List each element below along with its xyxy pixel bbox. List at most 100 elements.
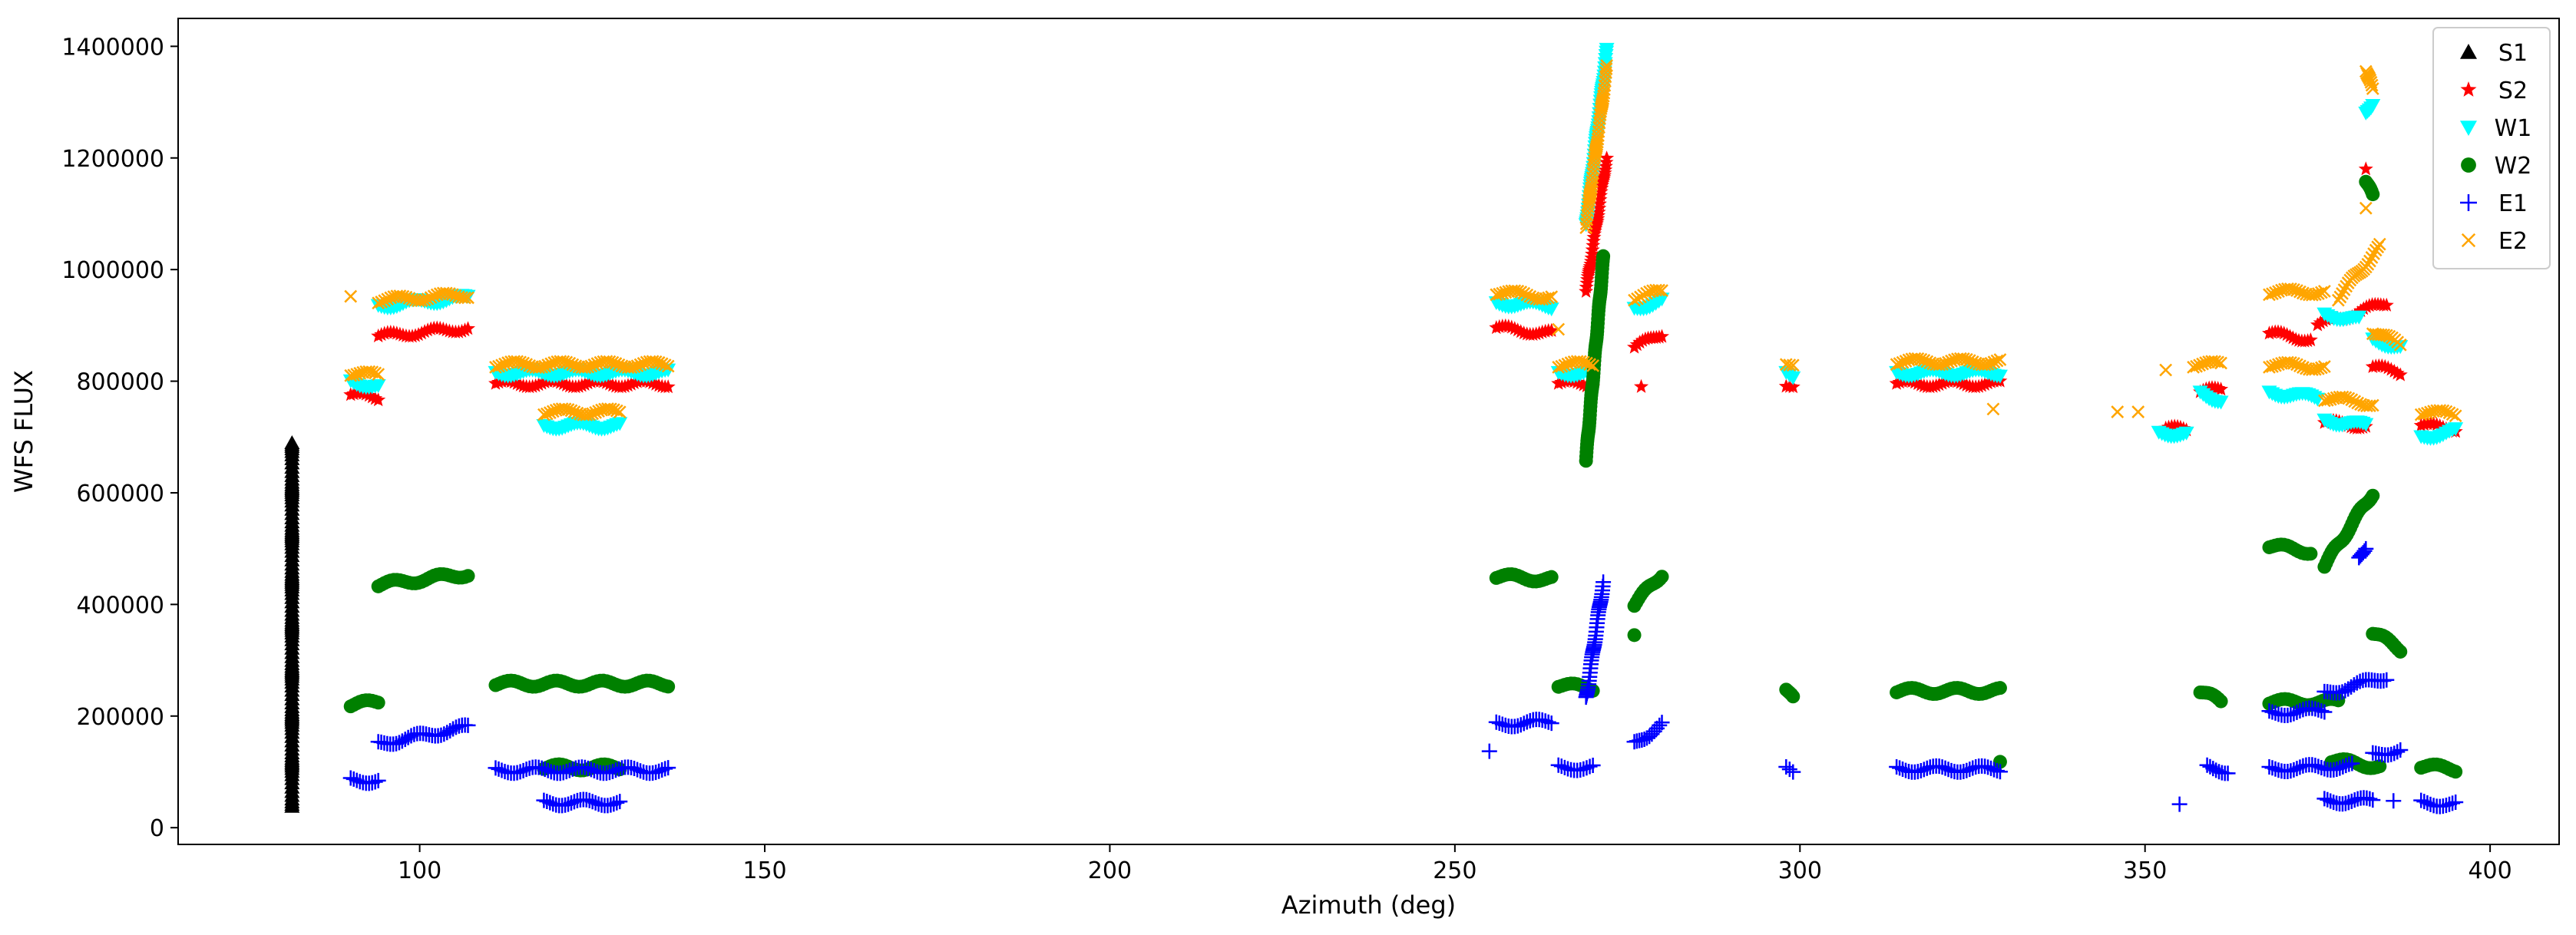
data-point-w2 bbox=[2373, 759, 2387, 774]
data-point-e2 bbox=[2111, 405, 2125, 418]
x-tick-label: 200 bbox=[1088, 857, 1132, 884]
data-point-e1 bbox=[1892, 760, 1908, 776]
data-point-w2 bbox=[1627, 628, 1642, 643]
data-point-e1 bbox=[2264, 760, 2280, 776]
legend-label-e1: E1 bbox=[2498, 190, 2528, 217]
data-point-e1 bbox=[2267, 705, 2283, 721]
data-point-s2 bbox=[1634, 378, 1649, 393]
data-point-e2 bbox=[610, 404, 623, 418]
data-point-e1 bbox=[630, 762, 646, 778]
legend-label-s1: S1 bbox=[2498, 40, 2528, 67]
data-point-e1 bbox=[2335, 758, 2351, 775]
data-point-w2 bbox=[2366, 187, 2380, 202]
data-point-e1 bbox=[564, 761, 580, 777]
plot-background bbox=[178, 18, 2559, 844]
data-point-s2 bbox=[1655, 329, 1669, 343]
data-point-e1 bbox=[2220, 765, 2236, 781]
data-point-e1 bbox=[488, 760, 504, 776]
data-point-e1 bbox=[2356, 543, 2373, 559]
data-point-e1 bbox=[651, 763, 667, 779]
data-point-e2 bbox=[2337, 283, 2351, 296]
data-point-e1 bbox=[1980, 759, 1996, 775]
data-point-e2 bbox=[1986, 402, 2000, 416]
data-point-e1 bbox=[2329, 762, 2345, 778]
data-point-e2 bbox=[461, 291, 475, 305]
data-point-e1 bbox=[2386, 745, 2402, 762]
data-point-e1 bbox=[1654, 715, 1670, 731]
y-tick-label: 600000 bbox=[76, 481, 164, 507]
data-point-e1 bbox=[2438, 798, 2454, 814]
data-point-e2 bbox=[2445, 408, 2459, 421]
data-point-e1 bbox=[2310, 702, 2326, 718]
data-point-e2 bbox=[2359, 201, 2373, 215]
data-point-w1 bbox=[612, 417, 628, 431]
data-point-e1 bbox=[367, 774, 383, 790]
data-point-e1 bbox=[1913, 762, 1929, 778]
data-point-e1 bbox=[342, 770, 359, 786]
data-point-e1 bbox=[512, 764, 528, 780]
y-axis-ticks: 0 200000 400000 600000 800000 1000000 1200000 1… bbox=[61, 34, 178, 842]
x-tick-label: 150 bbox=[742, 857, 786, 884]
data-point-w1 bbox=[2178, 426, 2194, 441]
data-point-e1 bbox=[601, 765, 617, 781]
data-point-s2 bbox=[1592, 196, 1607, 210]
data-point-e2 bbox=[2131, 405, 2145, 418]
data-point-e1 bbox=[583, 762, 599, 778]
data-point-e1 bbox=[460, 717, 476, 733]
x-tick-label: 400 bbox=[2468, 857, 2512, 884]
data-point-e2 bbox=[2315, 286, 2328, 299]
data-point-e1 bbox=[1962, 762, 1978, 778]
data-point-e1 bbox=[2358, 540, 2374, 557]
data-point-e2 bbox=[2318, 284, 2331, 298]
data-point-e1 bbox=[1494, 716, 1510, 732]
data-point-e1 bbox=[1537, 713, 1553, 729]
data-point-e1 bbox=[2379, 672, 2395, 688]
data-point-e1 bbox=[1553, 758, 1569, 775]
data-point-e1 bbox=[2292, 759, 2308, 775]
data-point-s2 bbox=[1785, 379, 1801, 394]
data-point-e1 bbox=[580, 760, 596, 776]
data-point-w2 bbox=[1992, 681, 2007, 695]
data-point-e1 bbox=[2283, 707, 2299, 723]
y-tick-label: 1000000 bbox=[61, 257, 164, 284]
y-tick-label: 200000 bbox=[76, 704, 164, 731]
data-point-e1 bbox=[1992, 764, 2008, 780]
data-point-e2 bbox=[2366, 398, 2379, 412]
data-point-e2 bbox=[1990, 354, 2004, 368]
plot-area bbox=[177, 18, 2560, 845]
data-point-e1 bbox=[586, 763, 602, 779]
data-point-e2 bbox=[372, 368, 385, 381]
data-point-e1 bbox=[2283, 763, 2299, 779]
data-point-e1 bbox=[1543, 715, 1559, 732]
y-tick-label: 800000 bbox=[76, 369, 164, 396]
data-point-e2 bbox=[369, 366, 382, 380]
data-point-e1 bbox=[561, 762, 577, 778]
series-e1 bbox=[342, 540, 2464, 814]
legend: S1 S2 W1 W2 E1 E2 bbox=[2432, 27, 2551, 269]
data-point-e1 bbox=[2307, 758, 2323, 774]
legend-box bbox=[2432, 27, 2551, 269]
data-point-s2 bbox=[2392, 367, 2408, 382]
data-point-e1 bbox=[2445, 795, 2461, 811]
data-point-e2 bbox=[2393, 338, 2407, 352]
data-point-e2 bbox=[1586, 358, 1600, 372]
data-point-e1 bbox=[610, 761, 627, 777]
data-point-s2 bbox=[1544, 322, 1559, 337]
data-point-e1 bbox=[2422, 796, 2439, 812]
data-point-w1 bbox=[370, 378, 386, 393]
data-point-e1 bbox=[540, 762, 556, 778]
x-axis-ticks: 100 150 200 250 300 350 400 bbox=[398, 844, 2512, 884]
data-point-e2 bbox=[2345, 393, 2359, 407]
data-point-e2 bbox=[1517, 286, 1531, 300]
data-point-w1 bbox=[2358, 418, 2374, 432]
data-point-e1 bbox=[604, 763, 620, 779]
data-point-e1 bbox=[1559, 761, 1576, 777]
data-point-e2 bbox=[2367, 247, 2380, 260]
data-point-w2 bbox=[1655, 570, 1669, 584]
data-point-e2 bbox=[1786, 358, 1800, 372]
data-point-e1 bbox=[558, 764, 574, 780]
data-point-e1 bbox=[609, 795, 625, 811]
data-point-e2 bbox=[344, 289, 358, 303]
x-tick-label: 350 bbox=[2123, 857, 2167, 884]
data-point-e1 bbox=[1781, 762, 1797, 778]
